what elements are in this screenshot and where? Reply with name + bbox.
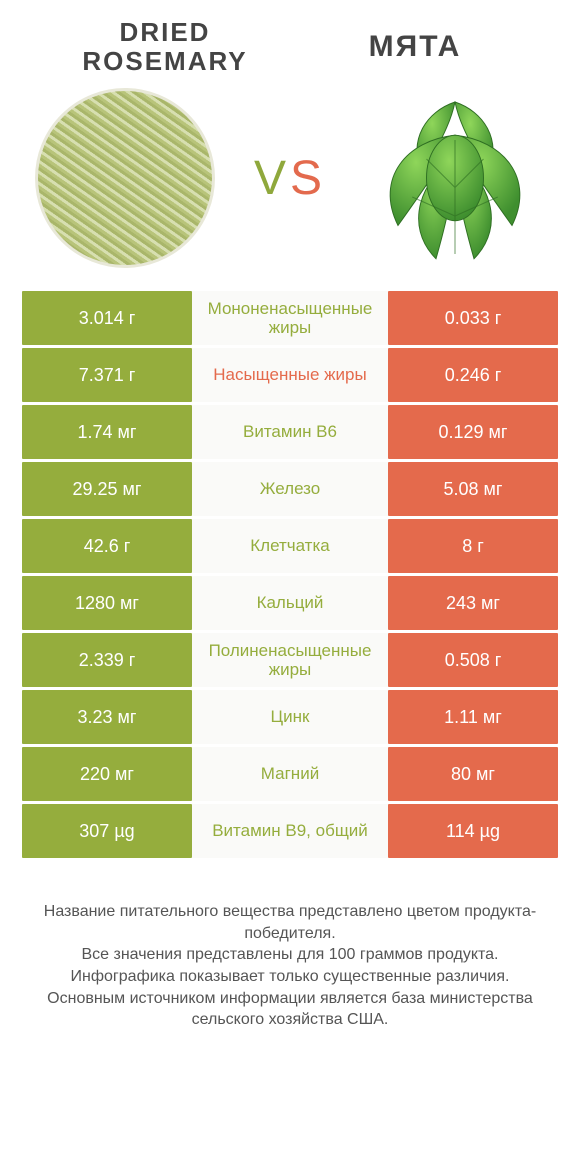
nutrient-label: Железо (192, 462, 388, 516)
value-left: 220 мг (22, 747, 192, 801)
value-left: 1.74 мг (22, 405, 192, 459)
value-left: 3.23 мг (22, 690, 192, 744)
nutrient-label: Насыщенные жиры (192, 348, 388, 402)
product-right-title: МЯТА (290, 30, 540, 64)
value-right: 1.11 мг (388, 690, 558, 744)
vs-s: S (290, 152, 326, 205)
value-left: 1280 мг (22, 576, 192, 630)
value-right: 8 г (388, 519, 558, 573)
product-left-image (30, 83, 220, 273)
value-right: 5.08 мг (388, 462, 558, 516)
value-right: 80 мг (388, 747, 558, 801)
value-right: 0.129 мг (388, 405, 558, 459)
table-row: 42.6 гКлетчатка8 г (22, 519, 558, 573)
table-row: 29.25 мгЖелезо5.08 мг (22, 462, 558, 516)
table-row: 307 µgВитамин B9, общий114 µg (22, 804, 558, 858)
header-titles: DRIED ROSEMARY МЯТА (0, 0, 580, 83)
nutrient-label: Полиненасыщенные жиры (192, 633, 388, 687)
product-left-title: DRIED ROSEMARY (40, 18, 290, 75)
nutrient-label: Мононенасыщенные жиры (192, 291, 388, 345)
table-row: 220 мгМагний80 мг (22, 747, 558, 801)
table-row: 7.371 гНасыщенные жиры0.246 г (22, 348, 558, 402)
value-left: 7.371 г (22, 348, 192, 402)
value-left: 307 µg (22, 804, 192, 858)
value-right: 114 µg (388, 804, 558, 858)
value-left: 29.25 мг (22, 462, 192, 516)
value-right: 0.246 г (388, 348, 558, 402)
nutrient-label: Кальций (192, 576, 388, 630)
table-row: 1.74 мгВитамин B60.129 мг (22, 405, 558, 459)
mint-icon (360, 83, 550, 273)
value-left: 2.339 г (22, 633, 192, 687)
nutrition-table: 3.014 гМононенасыщенные жиры0.033 г7.371… (0, 291, 580, 861)
nutrient-label: Витамин B9, общий (192, 804, 388, 858)
product-images-row: VS (0, 83, 580, 291)
rosemary-icon (35, 88, 215, 268)
value-left: 3.014 г (22, 291, 192, 345)
table-row: 2.339 гПолиненасыщенные жиры0.508 г (22, 633, 558, 687)
nutrient-label: Цинк (192, 690, 388, 744)
table-row: 1280 мгКальций243 мг (22, 576, 558, 630)
table-row: 3.014 гМононенасыщенные жиры0.033 г (22, 291, 558, 345)
nutrient-label: Витамин B6 (192, 405, 388, 459)
value-right: 243 мг (388, 576, 558, 630)
nutrient-label: Магний (192, 747, 388, 801)
nutrient-label: Клетчатка (192, 519, 388, 573)
vs-v: V (254, 152, 290, 205)
value-right: 0.508 г (388, 633, 558, 687)
vs-label: VS (254, 151, 326, 206)
value-right: 0.033 г (388, 291, 558, 345)
product-right-image (360, 83, 550, 273)
footer-note: Название питательного вещества представл… (0, 861, 580, 1031)
table-row: 3.23 мгЦинк1.11 мг (22, 690, 558, 744)
value-left: 42.6 г (22, 519, 192, 573)
